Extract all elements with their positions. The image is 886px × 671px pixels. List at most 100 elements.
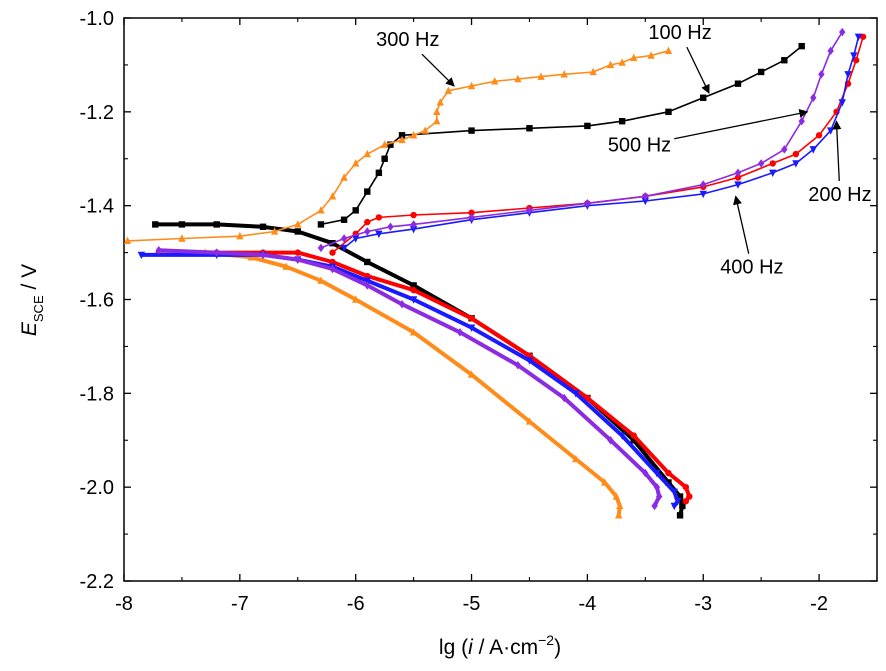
annotation-label: 100 Hz (648, 22, 711, 44)
x-axis-title-exponent: −2 (538, 632, 554, 648)
data-point (676, 512, 684, 519)
series-line-200-hz-anodic (331, 36, 864, 254)
data-point (351, 159, 360, 167)
data-point (364, 227, 371, 236)
data-point (456, 328, 464, 337)
data-point (699, 190, 707, 199)
data-point (607, 436, 614, 445)
data-point (178, 221, 186, 228)
annotation-label: 400 Hz (720, 257, 783, 279)
data-point (769, 160, 776, 167)
data-point (642, 468, 649, 478)
series-line-300-hz-anodic (126, 50, 670, 242)
data-point (792, 160, 800, 168)
x-tick-label: -5 (463, 593, 481, 615)
data-point (651, 501, 658, 511)
data-point (213, 248, 220, 257)
data-point (270, 227, 279, 235)
series-500-hz (155, 27, 846, 511)
data-point (409, 131, 418, 139)
y-axis-title-suffix: / V (18, 264, 41, 296)
y-axis-title-sub: SCE (31, 295, 46, 322)
data-point (618, 432, 626, 440)
data-point (444, 86, 453, 94)
data-point (351, 235, 360, 243)
data-point (647, 51, 655, 59)
data-point (410, 211, 417, 219)
data-point (282, 262, 290, 270)
data-point (700, 180, 707, 189)
data-point (572, 390, 580, 398)
data-point (178, 234, 186, 242)
data-point (340, 234, 348, 243)
data-point (398, 132, 406, 139)
data-point (409, 328, 418, 336)
data-point (734, 181, 742, 189)
axis-ticks: -8 -7 -6 -5 -4 -3 -2 -1.0 -1.2 -1.4 -1.6 -1.8 -2.0 -2… (80, 8, 878, 615)
x-tick-label: -7 (231, 593, 249, 615)
data-point (213, 221, 220, 228)
data-point (682, 483, 690, 491)
data-point (317, 206, 325, 214)
annotations-layer: 300 Hz 100 Hz 500 Hz 200 Hz 400 Hz (376, 22, 871, 279)
data-point (525, 417, 534, 425)
annotation-arrow (733, 195, 750, 254)
data-point (560, 70, 568, 78)
x-tick-label: -6 (347, 593, 365, 615)
data-point (410, 220, 417, 229)
series-line-400-hz-anodic (343, 36, 860, 249)
annotation-arrow (674, 108, 809, 140)
annotation-label: 300 Hz (376, 29, 439, 51)
series-line-100-hz-cathodic (153, 222, 685, 518)
data-point (665, 479, 672, 486)
data-point (665, 108, 672, 116)
data-point (584, 122, 591, 130)
data-point (433, 107, 441, 116)
y-tick-label: -1.2 (80, 102, 114, 124)
data-point (844, 71, 852, 79)
data-point (852, 57, 860, 64)
data-point (618, 118, 626, 125)
data-point (827, 46, 834, 56)
data-point (769, 169, 777, 178)
data-point (781, 145, 788, 154)
data-point (798, 117, 805, 126)
y-tick-label: -1.8 (80, 383, 114, 405)
data-point (137, 251, 146, 260)
data-point (526, 125, 533, 132)
data-point (616, 501, 624, 510)
data-point (630, 53, 638, 62)
data-point (589, 67, 597, 76)
x-axis-title-unit: / A·cm (473, 636, 538, 659)
annotation-label: 500 Hz (608, 135, 671, 157)
data-point (653, 469, 661, 478)
data-point (387, 222, 394, 231)
data-point (398, 299, 406, 309)
data-point (781, 57, 788, 64)
data-point (364, 281, 371, 290)
data-point (561, 393, 568, 403)
data-point (614, 511, 623, 519)
data-point (630, 432, 637, 439)
data-point (328, 192, 337, 200)
series-line-500-hz-anodic (320, 31, 843, 249)
data-point (757, 159, 765, 168)
data-point (656, 492, 663, 501)
data-point (375, 230, 383, 239)
data-point (670, 488, 678, 497)
data-point (340, 173, 348, 181)
data-point (317, 221, 325, 228)
data-point (601, 478, 609, 486)
data-point (467, 81, 476, 90)
data-point (363, 149, 371, 158)
data-point (123, 236, 132, 245)
x-axis-title-prefix: lg ( (439, 636, 468, 659)
data-point (467, 370, 476, 378)
x-tick-label: -8 (115, 593, 133, 615)
data-point (674, 498, 682, 506)
data-point (421, 126, 429, 134)
data-point (818, 70, 825, 79)
data-point (526, 206, 533, 215)
data-point (514, 360, 522, 370)
